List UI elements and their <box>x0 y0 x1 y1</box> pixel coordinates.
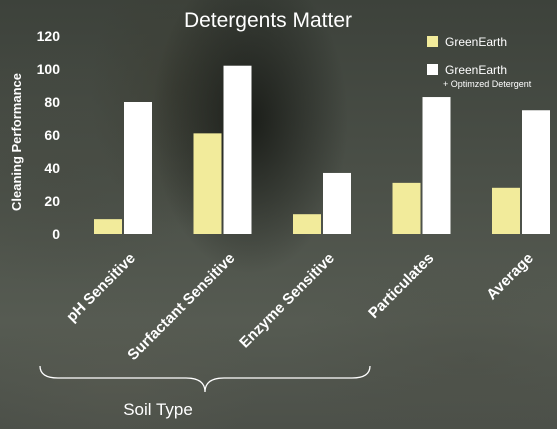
bar-surfactant-sensitive-series-1 <box>193 133 222 234</box>
bars-group <box>94 65 550 234</box>
legend-label: GreenEarth <box>445 63 507 77</box>
x-axis-label: Soil Type <box>123 400 193 419</box>
bar-average-series-1 <box>492 187 520 234</box>
bar-particulates-series-1 <box>392 182 421 234</box>
y-tick-label: 20 <box>44 193 60 209</box>
legend-swatch <box>427 64 438 75</box>
x-category-label: Particulates <box>365 250 437 322</box>
x-category-label: Surfactant Sensitive <box>124 250 238 364</box>
bar-particulates-series-2 <box>422 97 451 234</box>
bar-ph-sensitive-series-2 <box>124 102 152 234</box>
bar-surfactant-sensitive-series-2 <box>223 65 252 234</box>
bar-average-series-2 <box>522 110 550 234</box>
y-tick-label: 40 <box>44 160 60 176</box>
y-tick-label: 60 <box>44 127 60 143</box>
y-tick-label: 100 <box>37 61 61 77</box>
bar-enzyme-sensitive-series-1 <box>293 214 321 234</box>
bar-ph-sensitive-series-1 <box>94 219 122 234</box>
soil-type-brace <box>39 365 371 393</box>
x-category-label: Enzyme Sensitive <box>236 250 338 352</box>
x-category-label: Average <box>483 250 536 303</box>
chart-title: Detergents Matter <box>184 9 352 32</box>
y-tick-label: 120 <box>37 28 61 44</box>
y-axis-ticks: 0 20 40 60 80 100 120 <box>37 28 61 242</box>
y-tick-label: 0 <box>52 226 60 242</box>
legend-label: GreenEarth <box>445 35 507 49</box>
legend-sublabel: + Optimzed Detergent <box>443 79 532 89</box>
y-axis-label: Cleaning Performance <box>9 73 24 211</box>
x-category-label: pH Sensitive <box>63 250 139 326</box>
y-tick-label: 80 <box>44 94 60 110</box>
legend-swatch <box>427 36 438 47</box>
legend: GreenEarth GreenEarth + Optimzed Detergent <box>427 35 532 89</box>
bar-enzyme-sensitive-series-2 <box>323 172 351 234</box>
